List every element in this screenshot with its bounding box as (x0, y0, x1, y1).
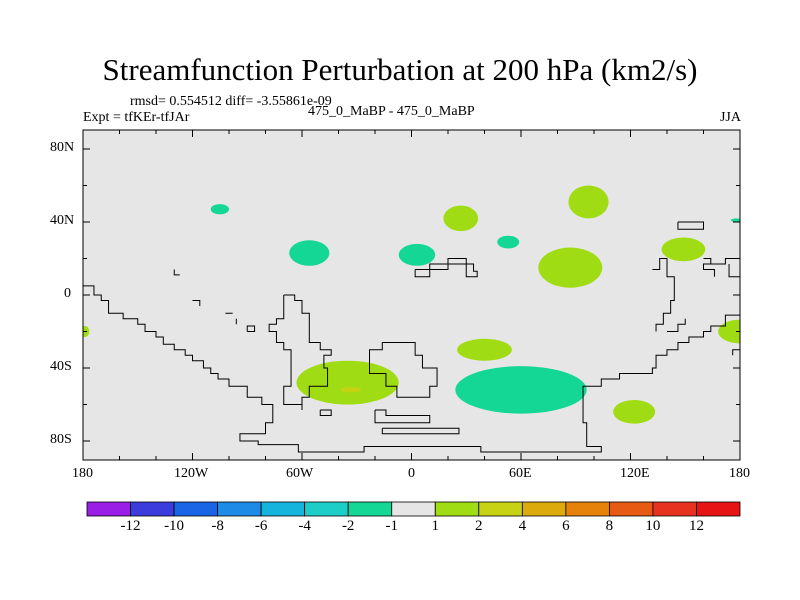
colorbar-box (347, 501, 393, 517)
anomaly-region (341, 387, 362, 393)
plot-title: Streamfunction Perturbation at 200 hPa (… (102, 52, 698, 87)
colorbar-box (391, 501, 436, 517)
colorbar-label: 10 (645, 518, 661, 534)
stats-label: rmsd= 0.554512 diff= -3.55861e-09 (130, 94, 332, 109)
season-label: JJA (719, 110, 741, 125)
colorbar-label: -8 (211, 518, 224, 534)
coastline (414, 258, 478, 278)
lon-tick-60e: 60E (509, 466, 532, 481)
colorbar-box (565, 501, 610, 517)
lon-tick-0: 0 (408, 466, 415, 481)
anomaly-region (457, 338, 512, 361)
lon-tick-180e: 180 (729, 466, 750, 481)
colorbar-label: 1 (431, 518, 440, 534)
colorbar-label: 12 (688, 518, 704, 534)
colorbar-boxes (86, 501, 741, 517)
anomaly-region (613, 399, 656, 424)
colorbar-label: -1 (385, 518, 398, 534)
coastline (294, 404, 303, 410)
anomaly-region (398, 243, 436, 266)
anomaly-region (497, 235, 520, 249)
lat-tick-0: 0 (64, 286, 71, 301)
anomaly-region (296, 360, 399, 405)
colorbar-label: 6 (562, 518, 570, 534)
coastline (369, 341, 438, 398)
coastline (732, 349, 740, 356)
colorbar-label: -12 (120, 518, 141, 534)
anomaly-region (455, 366, 587, 414)
lon-tick-120e: 120E (620, 466, 650, 481)
map-layer (83, 130, 740, 460)
colorbar-box (521, 501, 567, 517)
coastline (319, 409, 332, 416)
colorbar-box (696, 501, 741, 517)
anomaly-region (661, 237, 706, 262)
coastline (667, 318, 686, 332)
colorbar-label: -4 (298, 518, 311, 534)
anomaly-region (538, 247, 603, 288)
colorbar-box (478, 501, 523, 517)
lat-tick-40n: 40N (50, 213, 75, 228)
colorbar-label: -10 (164, 518, 185, 534)
coastline (192, 299, 201, 306)
colorbar-label: -2 (341, 518, 355, 534)
coastline (652, 258, 675, 332)
colorbar-box (173, 501, 218, 517)
anomaly-region (443, 205, 479, 232)
colorbar-label: 4 (518, 518, 527, 534)
colorbar-box (652, 501, 697, 517)
coastline (83, 285, 740, 453)
coastline (173, 269, 180, 276)
center-subtitle: 475_0_MaBP - 475_0_MaBP (308, 104, 475, 119)
coastline (728, 263, 740, 278)
lon-tick-180w: 180 (72, 466, 93, 481)
colorbar-box (86, 501, 131, 517)
map-frame (82, 129, 741, 461)
coastline (268, 294, 332, 405)
coastline (677, 221, 704, 230)
colorbar-box (260, 501, 306, 517)
colorbar-box (130, 501, 175, 517)
colorbar-label: -6 (254, 518, 268, 534)
anomaly-region (289, 240, 330, 266)
lat-tick-80n: 80N (50, 140, 75, 155)
coastline (381, 427, 460, 435)
colorbar-box (434, 501, 480, 517)
coastline (246, 325, 256, 332)
anomaly-region (210, 204, 229, 215)
lon-tick-60w: 60W (286, 466, 314, 481)
colorbar-box (217, 501, 262, 517)
colorbar-box (609, 501, 654, 517)
coastline (374, 409, 431, 424)
colorbar-label: 2 (475, 518, 483, 534)
colorbar-box (304, 501, 349, 517)
lon-tick-120w: 120W (174, 466, 209, 481)
coastline (703, 263, 715, 277)
lat-tick-40s: 40S (50, 359, 72, 374)
experiment-label: Expt = tfKEr-tfJAr (83, 110, 190, 125)
colorbar-label: 8 (605, 518, 614, 534)
axis-ticks (82, 130, 741, 460)
anomaly-region (730, 218, 740, 222)
lat-tick-80s: 80S (50, 432, 72, 447)
anomaly-region (568, 185, 609, 219)
